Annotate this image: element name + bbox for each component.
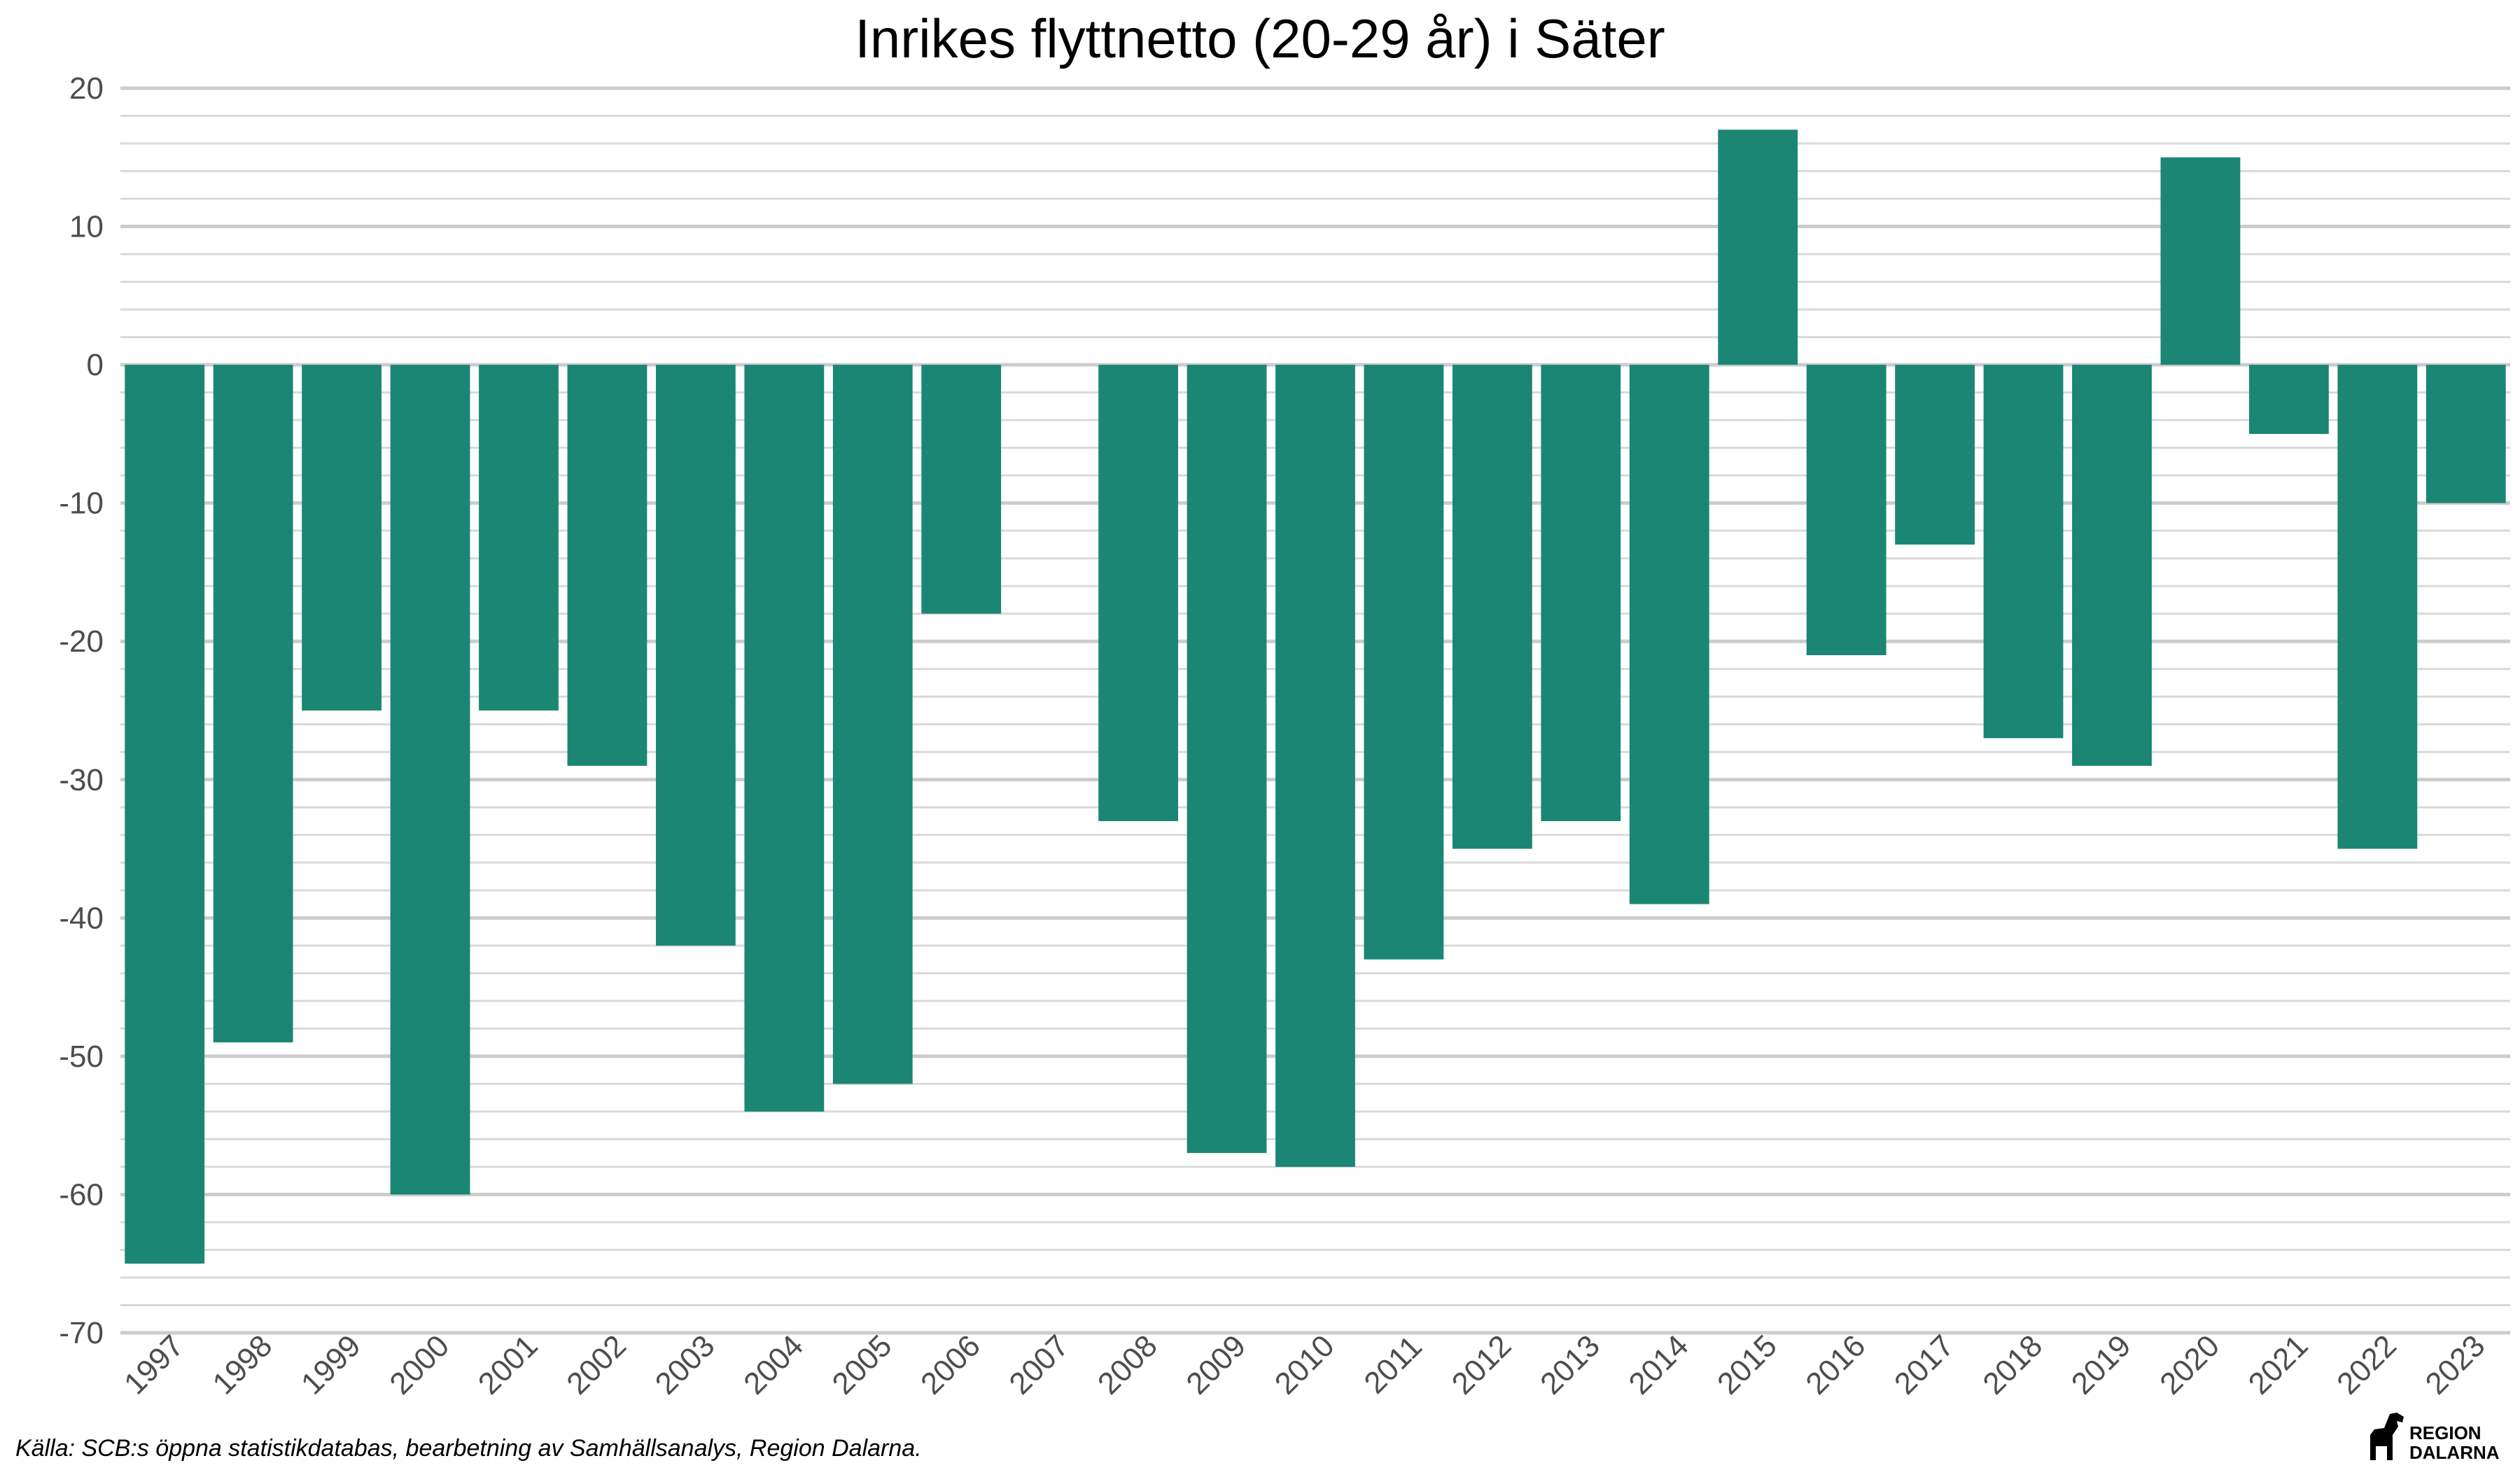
bar-2011 <box>1364 365 1444 960</box>
x-tick-label: 2012 <box>1446 1329 1518 1401</box>
x-tick-label: 2019 <box>2065 1329 2138 1401</box>
bar-2010 <box>1275 365 1355 1167</box>
x-tick-label: 2013 <box>1534 1329 1606 1401</box>
bar-2015 <box>1718 130 1798 365</box>
y-tick-label: -60 <box>59 1177 104 1212</box>
y-tick-label: -70 <box>59 1316 104 1350</box>
bar-1997 <box>125 365 205 1264</box>
x-tick-label: 2009 <box>1180 1329 1252 1401</box>
x-tick-label: 2000 <box>383 1329 456 1401</box>
x-tick-label: 2010 <box>1268 1329 1341 1401</box>
bar-2022 <box>2337 365 2418 849</box>
logo-line-2: DALARNA <box>2409 1442 2500 1463</box>
bar-2000 <box>390 365 470 1195</box>
y-tick-label: 20 <box>69 71 104 106</box>
bar-2004 <box>744 365 825 1112</box>
x-tick-label: 1997 <box>118 1329 190 1401</box>
y-tick-label: -20 <box>59 624 104 659</box>
bar-2014 <box>1629 365 1709 904</box>
bar-2012 <box>1452 365 1532 849</box>
source-caption: Källa: SCB:s öppna statistikdatabas, bea… <box>15 1435 922 1462</box>
bar-2018 <box>1983 365 2064 738</box>
x-tick-label: 2004 <box>737 1329 810 1401</box>
chart-title: Inrikes flyttnetto (20-29 år) i Säter <box>855 8 1665 69</box>
bar-2005 <box>832 365 913 1084</box>
x-tick-label: 2023 <box>2419 1329 2492 1401</box>
bar-2009 <box>1186 365 1267 1154</box>
x-tick-label: 2002 <box>560 1329 633 1401</box>
x-tick-label: 1998 <box>206 1329 279 1401</box>
bar-2002 <box>567 365 648 766</box>
logo-line-1: REGION <box>2409 1422 2482 1443</box>
bar-2019 <box>2072 365 2152 766</box>
dala-horse-icon <box>2370 1413 2404 1460</box>
x-tick-label: 2001 <box>472 1329 545 1401</box>
bar-2020 <box>2160 157 2241 365</box>
x-axis: 1997 1998 1999 2000 2001 2002 2003 2004 2005 2006… <box>118 1329 2491 1401</box>
y-tick-label: -50 <box>59 1040 104 1074</box>
y-axis: 20 10 0 -10 -20 -30 -40 -50 -60 -70 <box>59 71 104 1350</box>
x-tick-label: 2005 <box>826 1329 899 1401</box>
x-tick-label: 2015 <box>1711 1329 1784 1401</box>
bar-2013 <box>1541 365 1621 822</box>
x-tick-label: 2021 <box>2242 1329 2315 1401</box>
x-tick-label: 2011 <box>1357 1329 1429 1401</box>
bar-2001 <box>479 365 559 710</box>
x-tick-label: 2016 <box>1799 1329 1872 1401</box>
bar-2006 <box>921 365 1002 614</box>
bar-2021 <box>2248 365 2329 434</box>
x-tick-label: 2007 <box>1002 1329 1075 1401</box>
bar-2023 <box>2426 365 2506 503</box>
x-tick-label: 2003 <box>649 1329 722 1401</box>
x-tick-label: 2020 <box>2153 1329 2226 1401</box>
y-tick-label: 10 <box>69 210 104 244</box>
x-tick-label: 2006 <box>914 1329 987 1401</box>
x-tick-label: 2022 <box>2330 1329 2403 1401</box>
region-dalarna-logo: REGION DALARNA <box>2370 1413 2500 1463</box>
x-tick-label: 2017 <box>1888 1329 1961 1401</box>
y-tick-label: -30 <box>59 763 104 797</box>
x-tick-label: 1999 <box>295 1329 368 1401</box>
x-tick-label: 2008 <box>1091 1329 1164 1401</box>
bar-2008 <box>1098 365 1179 822</box>
y-tick-label: -40 <box>59 901 104 935</box>
y-tick-label: -10 <box>59 486 104 521</box>
bar-2003 <box>655 365 736 946</box>
x-tick-label: 2018 <box>1976 1329 2049 1401</box>
bar-1999 <box>302 365 382 710</box>
bar-1998 <box>213 365 293 1043</box>
bars <box>125 130 2506 1264</box>
bar-2016 <box>1806 365 1886 655</box>
bar-2017 <box>1895 365 1975 545</box>
y-tick-label: 0 <box>87 348 104 382</box>
x-tick-label: 2014 <box>1623 1329 1695 1401</box>
